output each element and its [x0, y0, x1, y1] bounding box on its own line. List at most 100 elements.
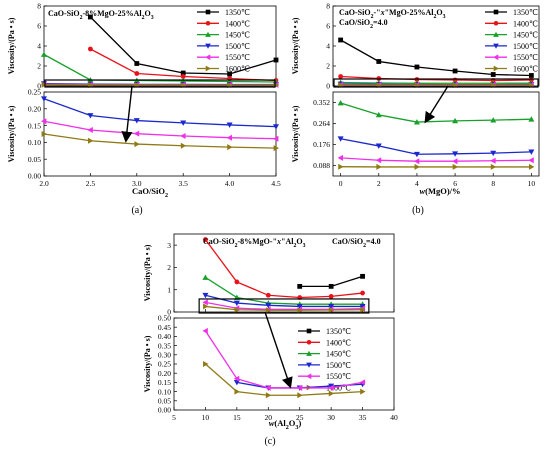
data-point — [202, 292, 209, 299]
bottom-y-tick-label: 0.05 — [28, 155, 41, 164]
data-point — [88, 46, 93, 52]
data-point — [233, 300, 240, 307]
panel-label: (a) — [131, 205, 142, 216]
label-segment: (Al — [274, 418, 286, 428]
bottom-x-tick-label: 4.5 — [271, 179, 281, 188]
top-y-tick-label: 3 — [167, 241, 171, 250]
data-point — [338, 74, 344, 79]
data-point — [133, 130, 140, 137]
y-axis-label: Viscosity/(Pa • s) — [7, 17, 16, 74]
bottom-x-tick-label: 3.5 — [179, 179, 189, 188]
legend-label: 1450℃ — [326, 350, 351, 359]
label-segment: w — [269, 418, 275, 428]
data-point — [528, 149, 535, 155]
legend-label: 1550℃ — [225, 53, 250, 62]
bottom-y-tick-label: 0.352 — [313, 98, 330, 107]
label-segment: 3 — [443, 14, 446, 20]
data-point — [360, 388, 366, 395]
label-segment: 2 — [142, 15, 145, 21]
ratio-annotation: CaO/SiO2=4.0 — [332, 237, 381, 249]
bottom-x-tick-label: 40 — [390, 413, 398, 422]
legend-label: 1500℃ — [326, 361, 351, 370]
series-path — [205, 294, 363, 308]
bottom-y-tick-label: 0.176 — [313, 140, 330, 149]
y-axis-label: Viscosity/(Pa • s) — [143, 335, 152, 392]
bottom-y-tick-label: 0.10 — [158, 387, 171, 396]
data-point — [338, 163, 344, 170]
series-path — [43, 98, 277, 128]
data-point — [41, 118, 47, 125]
label-segment: =4.0 — [373, 18, 388, 27]
bottom-y-tick-label: 0.10 — [28, 138, 41, 147]
data-point — [180, 70, 186, 76]
legend-label: 1400℃ — [326, 338, 351, 347]
bottom-y-tick-label: 0.20 — [158, 369, 171, 378]
series-1450-line — [202, 274, 366, 307]
legend-label: 1600℃ — [225, 65, 250, 74]
label-segment: CaO/SiO — [132, 186, 165, 196]
data-point — [134, 71, 140, 76]
data-point — [205, 54, 211, 61]
series-path — [205, 305, 363, 311]
data-point — [306, 373, 312, 380]
legend: 1350℃ 1400℃ 1450℃ 1500℃ 1550℃ 1600℃ — [197, 8, 250, 74]
composition-annotation: CaO-SiO2-8%MgO-25%Al2O3 — [48, 9, 154, 21]
bottom-x-tick-label: 0 — [339, 179, 343, 188]
label-segment: 2 — [371, 14, 374, 20]
data-point — [273, 57, 279, 63]
data-point — [337, 99, 344, 106]
zoom-region-box — [198, 298, 370, 314]
bottom-x-tick-label: 8 — [491, 179, 495, 188]
x-axis-label: w(Al2O3) — [269, 418, 302, 431]
top-y-tick-label: 8 — [37, 2, 41, 11]
series-path — [340, 102, 532, 123]
zoom-arrow — [121, 85, 133, 143]
bottom-y-tick-label: 0.25 — [158, 360, 171, 369]
panel-a-bottom-chart: 2.0 2.5 3.0 3.5 4.0 4.5 0.00 0.05 0.10 0.15 0.20 0.… — [7, 88, 281, 199]
bottom-x-tick-label: 4.0 — [225, 179, 235, 188]
data-point — [202, 327, 208, 334]
data-point — [296, 384, 303, 391]
legend-label: 1350℃ — [513, 8, 538, 17]
data-point — [134, 141, 140, 148]
ratio-annotation: CaO/SiO2=4.0 — [339, 18, 388, 30]
series-path — [204, 239, 363, 299]
series-1500-line — [202, 292, 366, 310]
data-point — [328, 390, 335, 397]
series-1600-line — [203, 361, 366, 399]
data-point — [297, 283, 303, 289]
legend: 1350℃ 1400℃ 1450℃ 1500℃ 1550℃ 1600℃ — [298, 327, 351, 393]
bottom-y-tick-label: 0.45 — [158, 323, 171, 332]
series-path — [340, 157, 532, 162]
data-point — [203, 237, 208, 242]
series-1600-line — [41, 131, 279, 152]
legend: 1350℃ 1400℃ 1450℃ 1500℃ 1550℃ 1600℃ — [485, 8, 538, 74]
data-point — [41, 96, 47, 102]
top-y-tick-label: 8 — [326, 2, 330, 11]
data-point — [205, 31, 211, 37]
bottom-y-tick-label: 0.35 — [158, 341, 171, 350]
legend-label: 1450℃ — [225, 31, 250, 40]
bottom-y-tick-label: 0.00 — [158, 406, 171, 415]
label-segment: =4.0 — [366, 237, 381, 246]
label-segment: 2 — [80, 15, 83, 21]
legend-label: 1350℃ — [225, 8, 250, 17]
data-point — [452, 151, 459, 157]
bottom-x-tick-label: 30 — [327, 413, 335, 422]
panel-label: (c) — [264, 436, 275, 447]
data-point — [306, 362, 312, 368]
data-point — [375, 157, 382, 164]
data-point — [226, 134, 232, 141]
series-1550-line — [41, 118, 279, 142]
series-path — [340, 75, 532, 82]
series-path — [43, 120, 277, 140]
label-segment: 2 — [293, 243, 296, 249]
bottom-x-tick-label: 4 — [415, 179, 419, 188]
data-point — [493, 65, 499, 72]
label-segment: 2 — [165, 193, 168, 199]
series-1500-line — [337, 136, 535, 158]
panel-b-top-chart: 02468CaO-SiO2-"x"MgO-25%Al2O3CaO/SiO2=4.… — [291, 2, 540, 91]
label-segment: O — [436, 8, 442, 17]
data-point — [452, 117, 459, 124]
data-point — [202, 299, 208, 306]
